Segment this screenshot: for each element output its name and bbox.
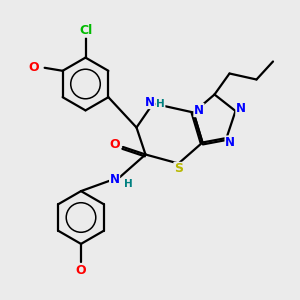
Text: N: N <box>225 136 235 149</box>
Text: N: N <box>110 173 120 186</box>
Text: O: O <box>76 264 86 277</box>
Text: Cl: Cl <box>79 24 92 37</box>
Text: H: H <box>156 99 165 109</box>
Text: N: N <box>194 103 204 117</box>
Text: H: H <box>124 178 133 189</box>
Text: O: O <box>29 61 39 74</box>
Text: O: O <box>109 137 120 151</box>
Text: S: S <box>174 162 183 176</box>
Text: N: N <box>236 102 246 115</box>
Text: N: N <box>145 95 155 109</box>
